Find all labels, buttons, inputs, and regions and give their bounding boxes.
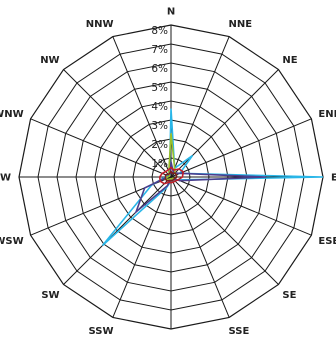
direction-label-se: SE xyxy=(282,290,296,301)
series-line-4 xyxy=(158,166,185,185)
direction-label-nw: NW xyxy=(40,55,59,66)
direction-label-n: N xyxy=(167,7,175,18)
direction-label-ssw: SSW xyxy=(89,326,114,337)
ring-label-3: 3% xyxy=(151,120,168,132)
ring-label-7: 7% xyxy=(151,44,168,56)
grid-spoke-ese xyxy=(170,176,312,236)
ring-label-6: 6% xyxy=(151,63,168,75)
grid-spoke-nnw xyxy=(112,36,172,178)
ring-labels: 1% 2% 3% 4% 5% 6% 7% 8% xyxy=(151,25,168,170)
direction-label-ne: NE xyxy=(282,55,297,66)
radar-series xyxy=(101,108,324,247)
series-line-5 xyxy=(164,169,178,182)
direction-label-nne: NNE xyxy=(229,19,253,30)
grid-spoke-wnw xyxy=(30,118,172,178)
direction-label-nnw: NNW xyxy=(86,19,114,30)
grid-spoke-nw xyxy=(63,69,172,178)
direction-label-w: W xyxy=(0,173,11,184)
ring-label-8: 8% xyxy=(151,25,168,37)
ring-label-4: 4% xyxy=(151,101,168,113)
grid-spoke-ne xyxy=(170,69,279,178)
grid-spoke-nne xyxy=(170,36,230,178)
direction-labels: NNNENEENEEESESESSESSSWSWWSWWWNWNWNNW xyxy=(0,7,336,337)
ring-label-2: 2% xyxy=(151,139,168,151)
radar-grid xyxy=(18,24,324,330)
ring-label-1: 1% xyxy=(151,158,168,170)
direction-label-ene: ENE xyxy=(318,109,336,120)
direction-label-sw: SW xyxy=(41,290,59,301)
direction-label-wnw: WNW xyxy=(0,109,24,120)
direction-label-wsw: WSW xyxy=(0,236,24,247)
grid-spoke-sw xyxy=(63,176,172,285)
direction-label-e: E xyxy=(331,173,336,184)
grid-spoke-se xyxy=(170,176,279,285)
direction-label-ese: ESE xyxy=(318,236,336,247)
grid-spoke-ssw xyxy=(112,176,172,318)
grid-spoke-ene xyxy=(170,118,312,178)
grid-spoke-sse xyxy=(170,176,230,318)
ring-label-5: 5% xyxy=(151,82,168,94)
direction-label-sse: SSE xyxy=(229,326,250,337)
